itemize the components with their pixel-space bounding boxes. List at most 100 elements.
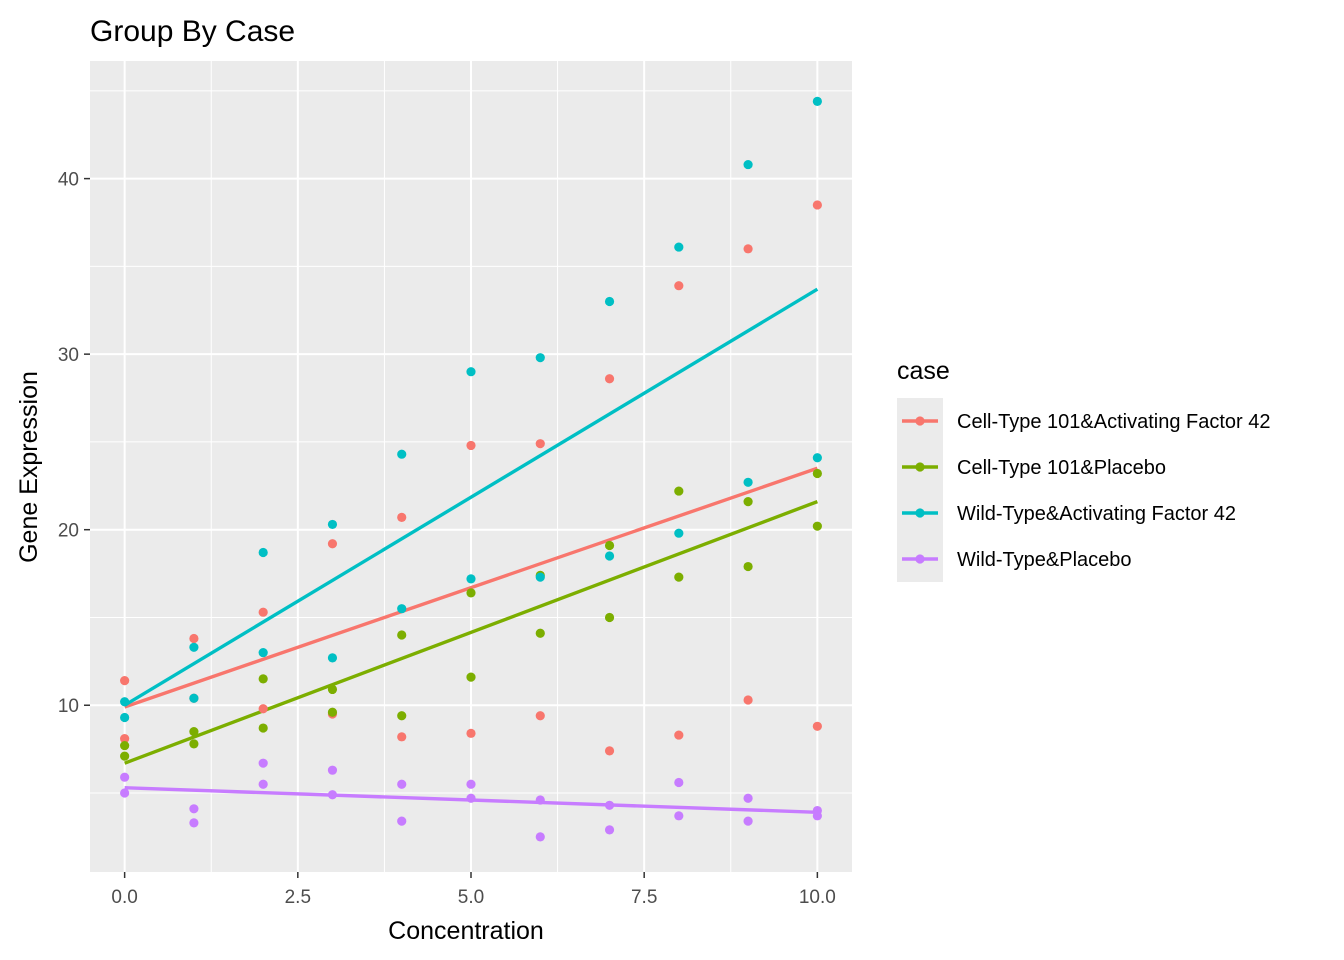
data-point — [743, 695, 753, 705]
legend-label: Wild-Type&Placebo — [957, 549, 1132, 571]
data-point — [604, 296, 615, 307]
data-point — [466, 779, 476, 789]
legend-label: Wild-Type&Activating Factor 42 — [957, 503, 1236, 525]
data-point — [535, 439, 545, 449]
data-point — [812, 521, 822, 531]
data-point — [535, 628, 545, 638]
data-point — [120, 697, 130, 707]
data-point — [327, 765, 338, 775]
data-point — [327, 519, 338, 530]
y-tick-label: 40 — [58, 170, 79, 191]
data-point — [743, 561, 753, 572]
data-point — [397, 630, 407, 640]
data-point — [743, 477, 753, 487]
data-point — [535, 832, 545, 842]
data-point — [120, 751, 130, 761]
data-point — [327, 539, 338, 549]
x-axis-title: Concentration — [388, 917, 544, 945]
x-tick-label: 5.0 — [458, 887, 484, 908]
legend-label: Cell-Type 101&Placebo — [957, 457, 1166, 479]
data-point — [189, 726, 199, 737]
data-points — [120, 96, 822, 842]
data-point — [189, 693, 199, 703]
data-point — [120, 676, 130, 686]
data-point — [466, 367, 476, 377]
data-point — [397, 779, 407, 789]
data-point — [258, 723, 268, 733]
legend-key-point — [915, 462, 925, 472]
fit-line — [124, 500, 818, 765]
data-point — [674, 242, 684, 252]
legend-key-point — [915, 508, 925, 518]
y-axis-title: Gene Expression — [15, 371, 43, 563]
data-point — [743, 816, 753, 826]
data-point — [743, 159, 753, 170]
data-point — [812, 721, 822, 731]
data-point — [397, 732, 407, 742]
data-point — [327, 707, 338, 717]
data-point — [674, 528, 684, 538]
data-point — [397, 711, 407, 721]
y-axis-ticks: 10 20 30 40 — [58, 170, 90, 717]
data-point — [120, 733, 130, 744]
data-point — [397, 816, 407, 826]
data-point — [674, 572, 684, 582]
data-point — [189, 818, 199, 828]
legend: case Cell-Type 101&Activating Factor 42 C… — [897, 357, 1271, 582]
data-point — [604, 825, 615, 835]
y-tick-label: 20 — [58, 521, 79, 542]
data-point — [604, 374, 615, 384]
fit-line — [124, 466, 818, 709]
data-point — [189, 642, 199, 652]
data-point — [397, 512, 407, 523]
data-point — [189, 804, 199, 814]
x-tick-label: 0.0 — [111, 887, 137, 908]
chart-title: Group By Case — [90, 15, 295, 48]
data-point — [604, 746, 615, 756]
data-point — [189, 739, 199, 749]
y-tick-label: 10 — [58, 696, 79, 717]
data-point — [397, 449, 407, 459]
data-point — [466, 793, 476, 803]
data-point — [466, 574, 476, 584]
data-point — [327, 653, 338, 663]
data-point — [397, 604, 407, 614]
data-point — [674, 811, 684, 821]
data-point — [466, 672, 476, 682]
x-axis-ticks: 0.0 2.5 5.0 7.5 10.0 — [111, 872, 836, 908]
x-tick-label: 10.0 — [799, 887, 836, 908]
data-point — [466, 728, 476, 738]
data-point — [674, 777, 684, 788]
data-point — [604, 540, 615, 551]
data-point — [258, 758, 268, 768]
data-point — [327, 790, 338, 800]
legend-key-point — [915, 554, 925, 564]
data-point — [604, 612, 615, 623]
data-point — [258, 607, 268, 617]
data-point — [743, 244, 753, 254]
data-point — [120, 741, 130, 751]
y-tick-label: 30 — [58, 345, 79, 366]
data-point — [743, 793, 753, 803]
data-point — [535, 353, 545, 363]
x-tick-label: 7.5 — [631, 887, 657, 908]
data-point — [674, 730, 684, 740]
data-point — [743, 497, 753, 507]
fit-line — [123, 287, 819, 707]
data-point — [535, 572, 545, 582]
data-point — [258, 704, 268, 714]
x-tick-label: 2.5 — [285, 887, 311, 908]
legend-label: Cell-Type 101&Activating Factor 42 — [957, 411, 1271, 433]
data-point — [120, 712, 130, 723]
data-point — [812, 200, 822, 210]
data-point — [120, 772, 130, 782]
data-point — [258, 547, 268, 558]
data-point — [466, 440, 476, 451]
data-point — [466, 588, 476, 598]
legend-key-point — [915, 416, 925, 426]
data-point — [120, 788, 130, 798]
data-point — [812, 468, 822, 479]
legend-title: case — [897, 357, 950, 385]
data-point — [604, 551, 615, 561]
